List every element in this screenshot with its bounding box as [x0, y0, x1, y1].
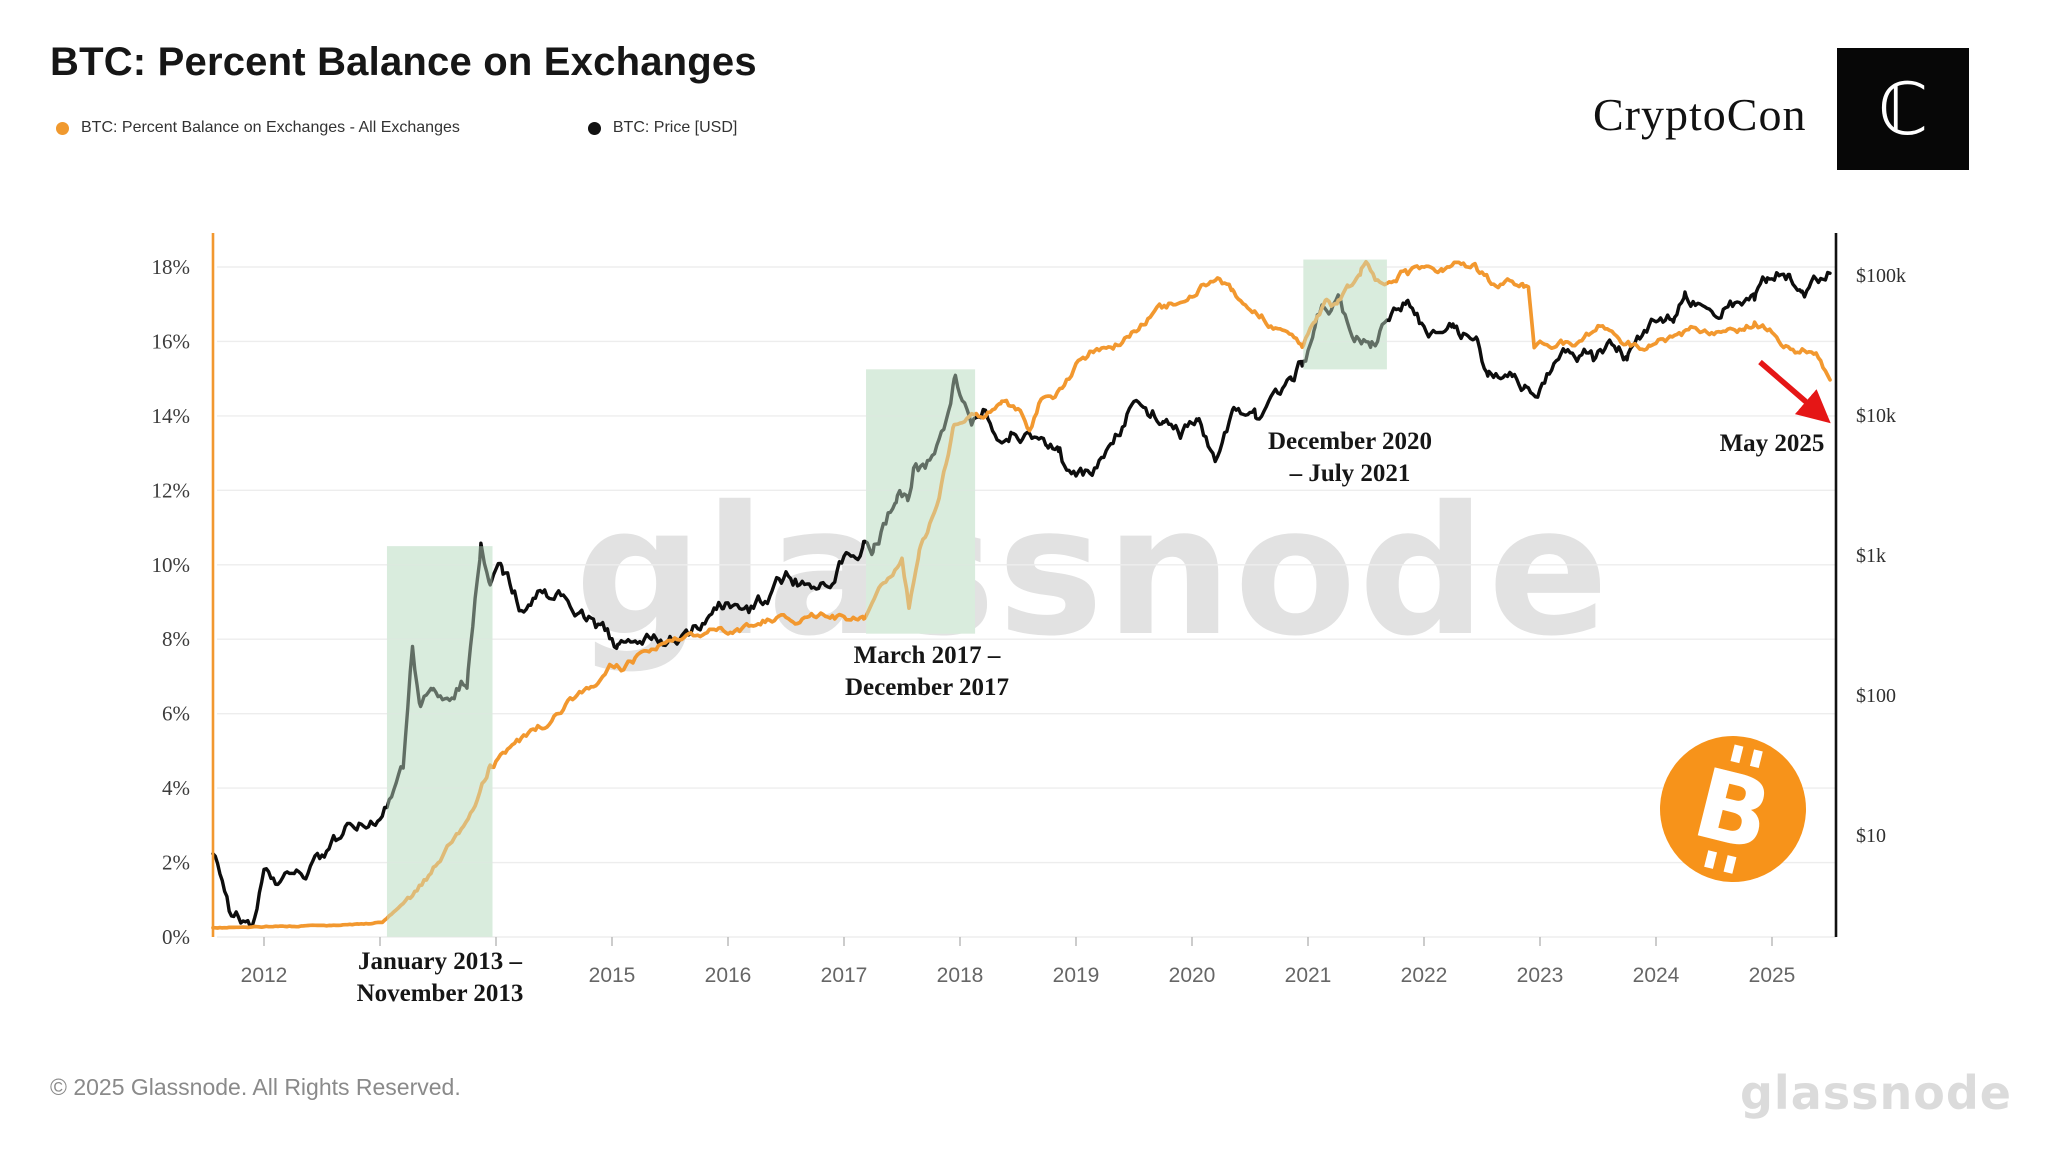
highlight-region-2: [866, 369, 976, 634]
x-axis-label-2017: 2017: [821, 964, 868, 987]
left-axis-label-8%: 8%: [162, 627, 190, 651]
region-annotation-3-line-1: December 2020: [1268, 428, 1432, 455]
cryptocon-wordmark: CryptoCon: [1593, 89, 1807, 140]
region-annotation-3-line-2: – July 2021: [1289, 460, 1411, 487]
bitcoin-circle: [1660, 736, 1806, 882]
cryptocon-logo: ℂ: [1837, 48, 1969, 170]
region-annotation-2-line-2: December 2017: [845, 674, 1009, 701]
balance-series-dot-icon: [56, 121, 69, 135]
legend-item-balance: BTC: Percent Balance on Exchanges - All …: [56, 119, 460, 137]
price-series-dot-icon: [587, 121, 601, 135]
x-axis-label-2020: 2020: [1169, 964, 1216, 987]
region-annotation-2-line-1: March 2017 –: [854, 642, 1001, 669]
bitcoin-badge-icon: B: [1660, 736, 1806, 882]
bitcoin-bar-top-left: [1730, 744, 1744, 764]
cryptocon-monogram-icon: ℂ: [1877, 67, 1929, 151]
left-axis-label-4%: 4%: [162, 776, 190, 800]
legend-item-price: BTC: Price [USD]: [587, 119, 738, 137]
x-axis-label-2019: 2019: [1053, 964, 1100, 987]
left-axis-label-18%: 18%: [152, 255, 191, 279]
glassnode-watermark: glassnode: [575, 468, 1611, 675]
balance-line-series: [211, 259, 1832, 930]
legend-item-price-label: BTC: Price [USD]: [612, 119, 738, 136]
price-line-series: [211, 270, 1832, 928]
left-axis-label-6%: 6%: [162, 702, 190, 726]
x-axis-label-2021: 2021: [1285, 964, 1332, 987]
may-2025-annotation: May 2025: [1720, 430, 1825, 457]
x-axis-label-2022: 2022: [1401, 964, 1448, 987]
right-axis-label-$100: $100: [1856, 685, 1896, 707]
x-axis-label-2016: 2016: [705, 964, 752, 987]
bitcoin-bar-bottom-left: [1704, 850, 1718, 869]
x-axis-label-2025: 2025: [1749, 964, 1796, 987]
left-axis-label-16%: 16%: [152, 329, 191, 353]
bitcoin-bar-top-right: [1749, 749, 1763, 768]
left-axis-label-0%: 0%: [162, 925, 190, 949]
legend-item-balance-label: BTC: Percent Balance on Exchanges - All …: [81, 119, 460, 136]
left-axis-label-14%: 14%: [152, 404, 191, 428]
copyright-text: © 2025 Glassnode. All Rights Reserved.: [50, 1074, 461, 1100]
left-axis-label-12%: 12%: [152, 478, 191, 502]
x-axis-label-2015: 2015: [589, 964, 636, 987]
left-axis-label-2%: 2%: [162, 851, 190, 875]
right-axis-label-$100k: $100k: [1856, 265, 1906, 287]
chart-legend: BTC: Percent Balance on Exchanges - All …: [56, 116, 737, 140]
x-axis-label-2018: 2018: [937, 964, 984, 987]
x-axis-label-2024: 2024: [1633, 964, 1680, 987]
region-annotation-1-line-1: January 2013 –: [358, 948, 522, 975]
region-annotation-1-line-2: November 2013: [357, 980, 524, 1007]
x-axis-label-2012: 2012: [241, 964, 288, 987]
glassnode-logo-text: glassnode: [1740, 1066, 2012, 1120]
left-axis-label-10%: 10%: [152, 553, 191, 577]
decline-arrow-icon: [1758, 359, 1831, 424]
highlight-region-overlay-3: [1303, 259, 1387, 370]
highlight-region-overlay-1: [386, 546, 493, 937]
highlight-region-overlay-2: [866, 369, 976, 634]
right-axis-label-$10k: $10k: [1856, 405, 1896, 427]
right-axis-label-$10: $10: [1856, 825, 1886, 847]
bitcoin-bar-bottom-right: [1723, 855, 1737, 874]
page-title: BTC: Percent Balance on Exchanges: [50, 40, 757, 84]
x-axis-label-2023: 2023: [1517, 964, 1564, 987]
right-axis-label-$1k: $1k: [1856, 545, 1886, 567]
